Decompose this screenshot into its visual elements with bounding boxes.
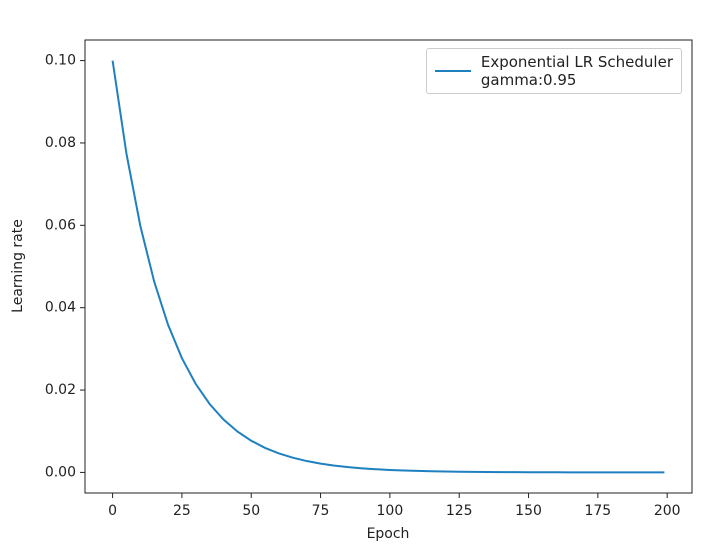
y-tick-label: 0.00: [45, 464, 76, 480]
y-tick-label: 0.06: [45, 217, 76, 233]
x-tick-label: 25: [173, 503, 191, 519]
x-tick-label: 75: [312, 503, 330, 519]
y-axis-label: Learning rate: [10, 219, 26, 313]
x-tick-label: 100: [377, 503, 404, 519]
x-tick-label: 150: [515, 503, 542, 519]
plot-frame: [84, 39, 693, 494]
legend-label: Exponential LR Scheduler gamma:0.95: [480, 53, 673, 89]
x-tick-label: 0: [108, 503, 117, 519]
y-tick-label: 0.04: [45, 300, 76, 316]
legend: Exponential LR Scheduler gamma:0.95: [425, 48, 682, 94]
x-axis-label: Epoch: [367, 526, 410, 542]
x-tick-label: 200: [654, 503, 681, 519]
y-tick-label: 0.10: [45, 53, 76, 69]
x-tick-label: 50: [242, 503, 260, 519]
legend-swatch: [434, 70, 471, 72]
y-tick-label: 0.08: [45, 135, 76, 151]
line: [111, 60, 665, 474]
y-tick-label: 0.02: [45, 382, 76, 398]
x-tick-label: 125: [446, 503, 473, 519]
x-tick-label: 175: [584, 503, 611, 519]
